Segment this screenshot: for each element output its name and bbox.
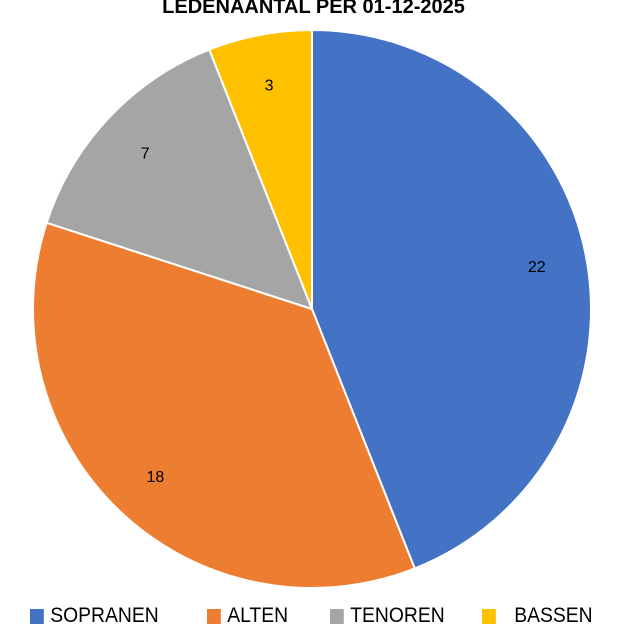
pie-slice-alten <box>32 221 417 589</box>
pie-slice-bassen <box>207 28 313 310</box>
pie-slice-tenoren <box>45 48 314 311</box>
data-label: 18 <box>146 469 164 486</box>
legend-swatch <box>330 608 344 624</box>
legend-label: SOPRANEN <box>50 604 159 627</box>
legend-swatch <box>482 608 496 624</box>
legend-item-bassen: BASSEN <box>482 604 593 628</box>
legend-item-tenoren: TENOREN <box>330 604 445 628</box>
data-label: 7 <box>141 145 150 162</box>
data-label: 3 <box>265 77 274 94</box>
legend-swatch <box>30 608 44 624</box>
legend-label: ALTEN <box>227 604 289 627</box>
legend-label: BASSEN <box>514 604 593 627</box>
legend-swatch <box>207 608 221 624</box>
legend-item-sopranen: SOPRANEN <box>30 604 159 628</box>
pie-slice-sopranen <box>311 28 592 570</box>
legend-label: TENOREN <box>350 604 445 627</box>
chart-title: LEDENAANTAL PER 01-12-2025 <box>162 0 465 18</box>
legend-item-alten: ALTEN <box>207 604 288 628</box>
data-label: 22 <box>528 259 546 276</box>
